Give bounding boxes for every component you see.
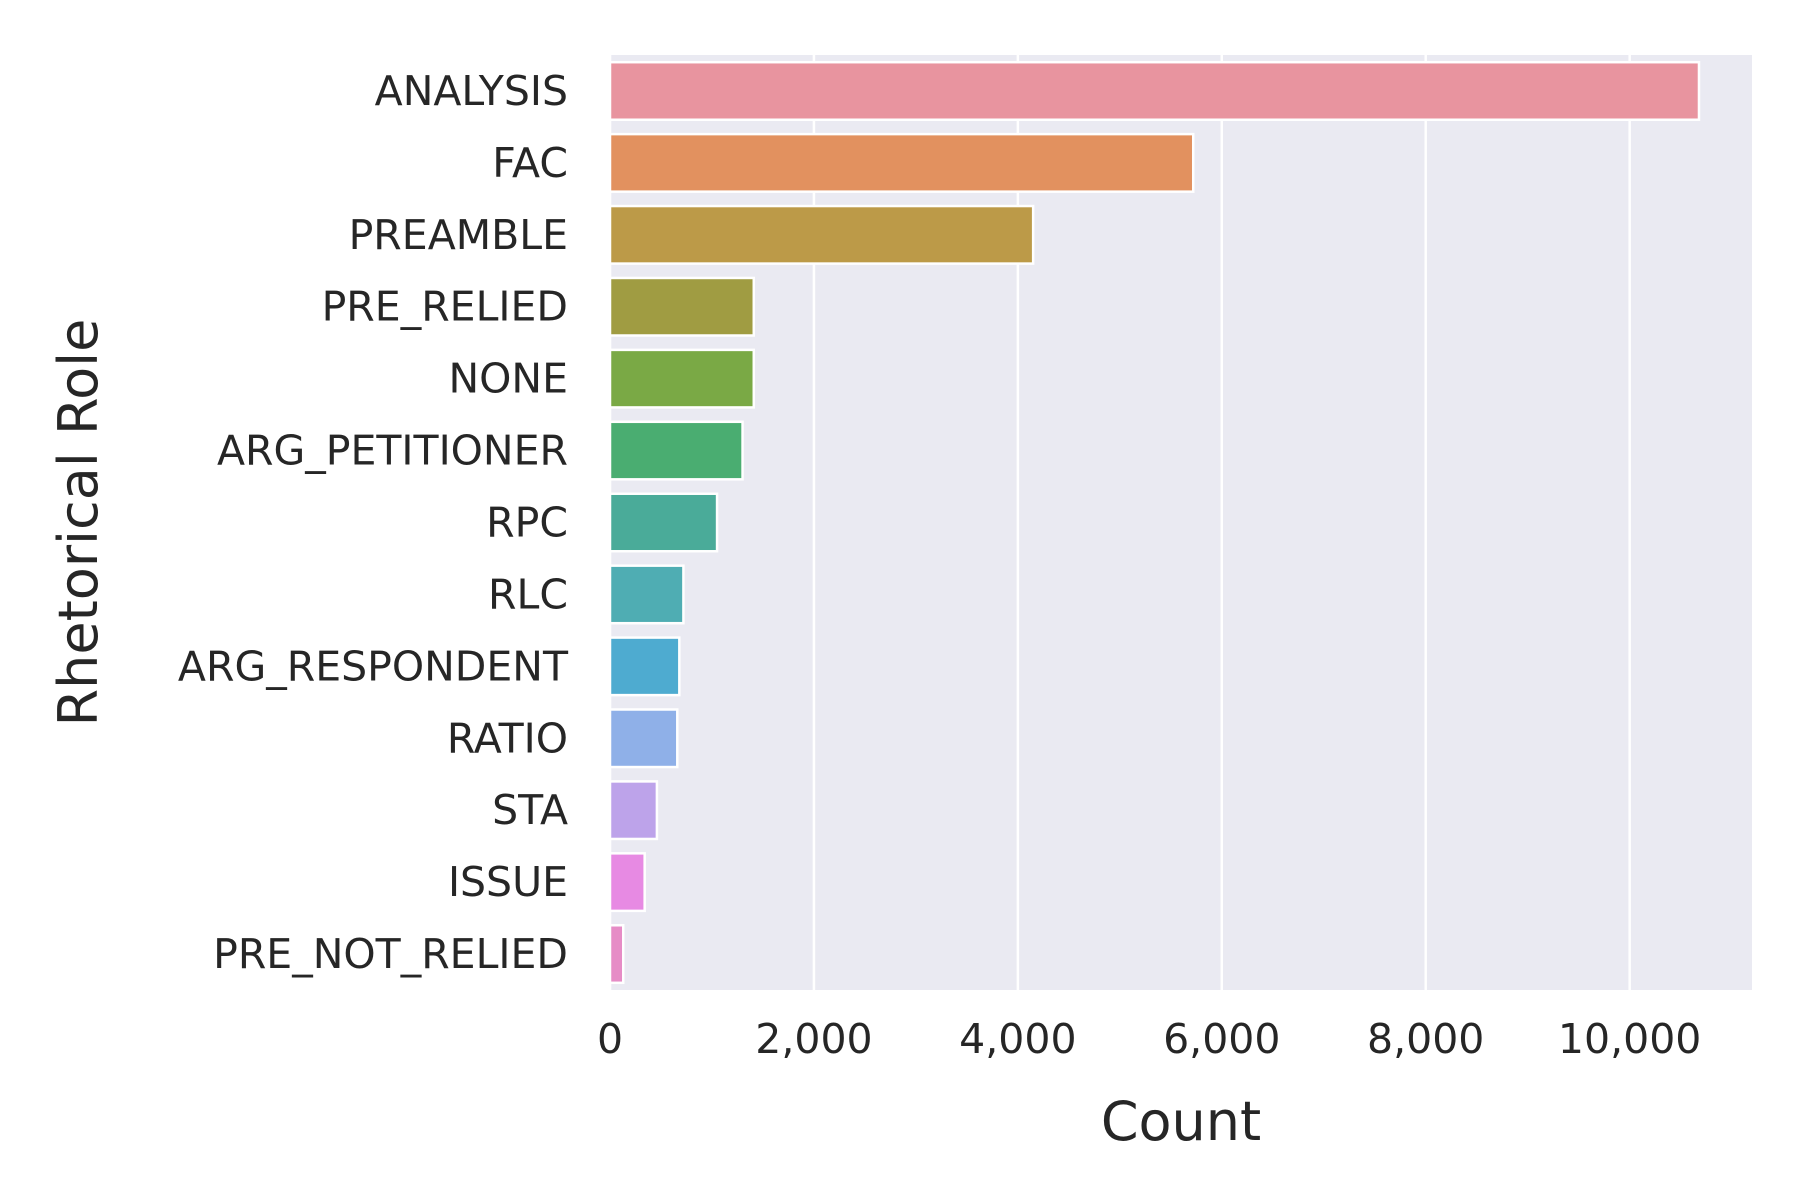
bar xyxy=(608,636,681,697)
bar xyxy=(608,780,659,841)
plot-background xyxy=(610,55,1752,990)
y-tick-label: FAC xyxy=(492,139,568,187)
y-tick-label: RPC xyxy=(486,499,568,547)
x-tick-label: 0 xyxy=(597,1015,623,1063)
y-tick-label: PREAMBLE xyxy=(349,211,568,259)
bar xyxy=(608,204,1035,265)
x-tick-labels: 0 2,000 4,000 6,000 8,000 10,000 xyxy=(597,1015,1701,1063)
y-tick-label: ANALYSIS xyxy=(375,67,568,115)
y-tick-label: STA xyxy=(492,786,568,834)
x-tick-label: 10,000 xyxy=(1558,1015,1701,1063)
bars xyxy=(608,60,1701,985)
bar xyxy=(608,132,1195,193)
bar xyxy=(608,276,756,337)
x-tick-label: 8,000 xyxy=(1367,1015,1484,1063)
y-tick-label: PRE_RELIED xyxy=(322,283,568,331)
y-tick-label: NONE xyxy=(448,355,568,403)
bar xyxy=(608,492,719,553)
bar xyxy=(608,60,1701,121)
x-tick-label: 6,000 xyxy=(1163,1015,1280,1063)
bar xyxy=(608,924,625,985)
y-tick-label: PRE_NOT_RELIED xyxy=(213,930,568,978)
y-tick-labels: ANALYSIS FAC PREAMBLE PRE_RELIED NONE ARG_PET… xyxy=(178,67,569,978)
x-axis-title: Count xyxy=(1101,1090,1261,1153)
y-tick-label: ARG_RESPONDENT xyxy=(178,642,569,690)
y-tick-label: ARG_PETITIONER xyxy=(217,427,568,475)
y-tick-label: ISSUE xyxy=(448,858,568,906)
y-axis-title: Rhetorical Role xyxy=(47,319,110,727)
x-tick-label: 4,000 xyxy=(959,1015,1076,1063)
y-tick-label: RATIO xyxy=(447,714,568,762)
bar xyxy=(608,852,646,913)
bar xyxy=(608,564,685,625)
x-tick-label: 2,000 xyxy=(755,1015,872,1063)
y-tick-label: RLC xyxy=(488,570,568,618)
bar xyxy=(608,348,756,409)
bar xyxy=(608,708,679,769)
bar xyxy=(608,420,744,481)
